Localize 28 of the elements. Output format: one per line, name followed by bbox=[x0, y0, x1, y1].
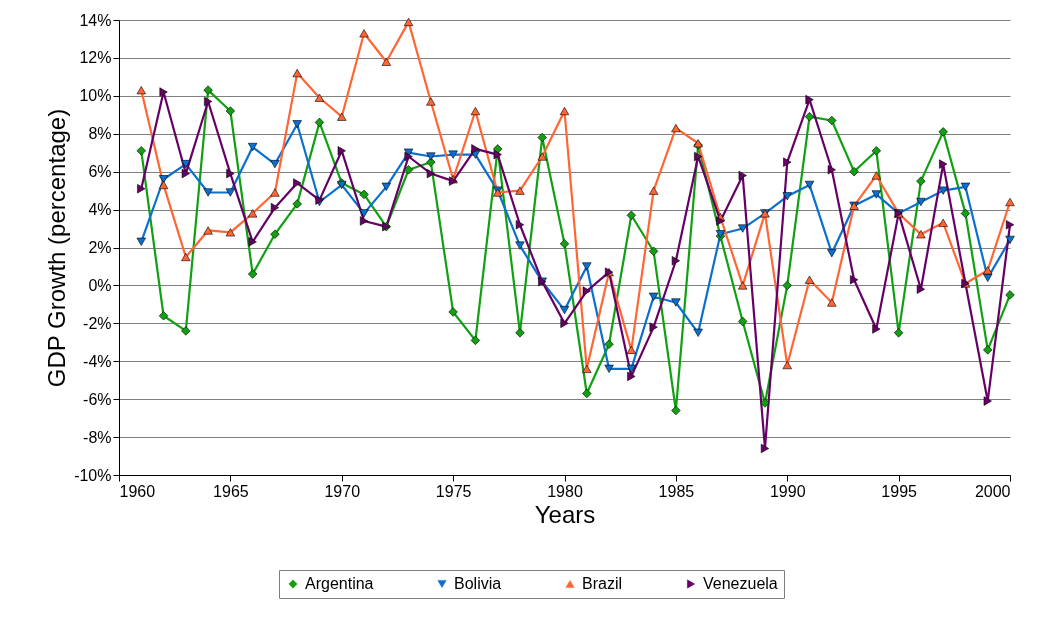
x-tick-label: 1960 bbox=[119, 482, 156, 500]
y-axis-title: GDP Growth (percentage) bbox=[43, 108, 71, 388]
y-tick-label: 14% bbox=[79, 11, 112, 29]
x-tick-label: 1985 bbox=[658, 482, 695, 500]
y-tick-label: -6% bbox=[83, 390, 112, 408]
y-tick-label: 6% bbox=[88, 163, 112, 181]
legend-label: Venezuela bbox=[703, 575, 778, 592]
x-tick-label: 1995 bbox=[881, 482, 918, 500]
legend-label: Argentina bbox=[305, 575, 374, 592]
y-tick-label: -10% bbox=[74, 466, 112, 484]
y-tick-label: 2% bbox=[88, 239, 112, 256]
y-tick-label: -2% bbox=[83, 314, 112, 332]
x-tick-label: 1975 bbox=[435, 482, 472, 500]
y-tick-label: 4% bbox=[88, 201, 112, 219]
x-tick-label: 1980 bbox=[547, 482, 583, 500]
x-axis-title: Years bbox=[534, 500, 596, 528]
y-tick-label: 8% bbox=[88, 125, 112, 143]
y-tick-label: 12% bbox=[79, 49, 112, 67]
legend-label: Bolivia bbox=[454, 575, 502, 592]
y-tick-label: -4% bbox=[83, 352, 112, 370]
y-tick-label: 10% bbox=[79, 87, 112, 105]
x-tick-label: 2000 bbox=[974, 482, 1011, 500]
x-tick-label: 1970 bbox=[324, 482, 361, 500]
x-tick-label: 1965 bbox=[213, 482, 249, 500]
y-tick-label: 0% bbox=[88, 276, 112, 294]
x-tick-label: 1990 bbox=[769, 482, 806, 500]
legend-label: Brazil bbox=[582, 575, 623, 592]
y-tick-label: -8% bbox=[83, 428, 112, 446]
